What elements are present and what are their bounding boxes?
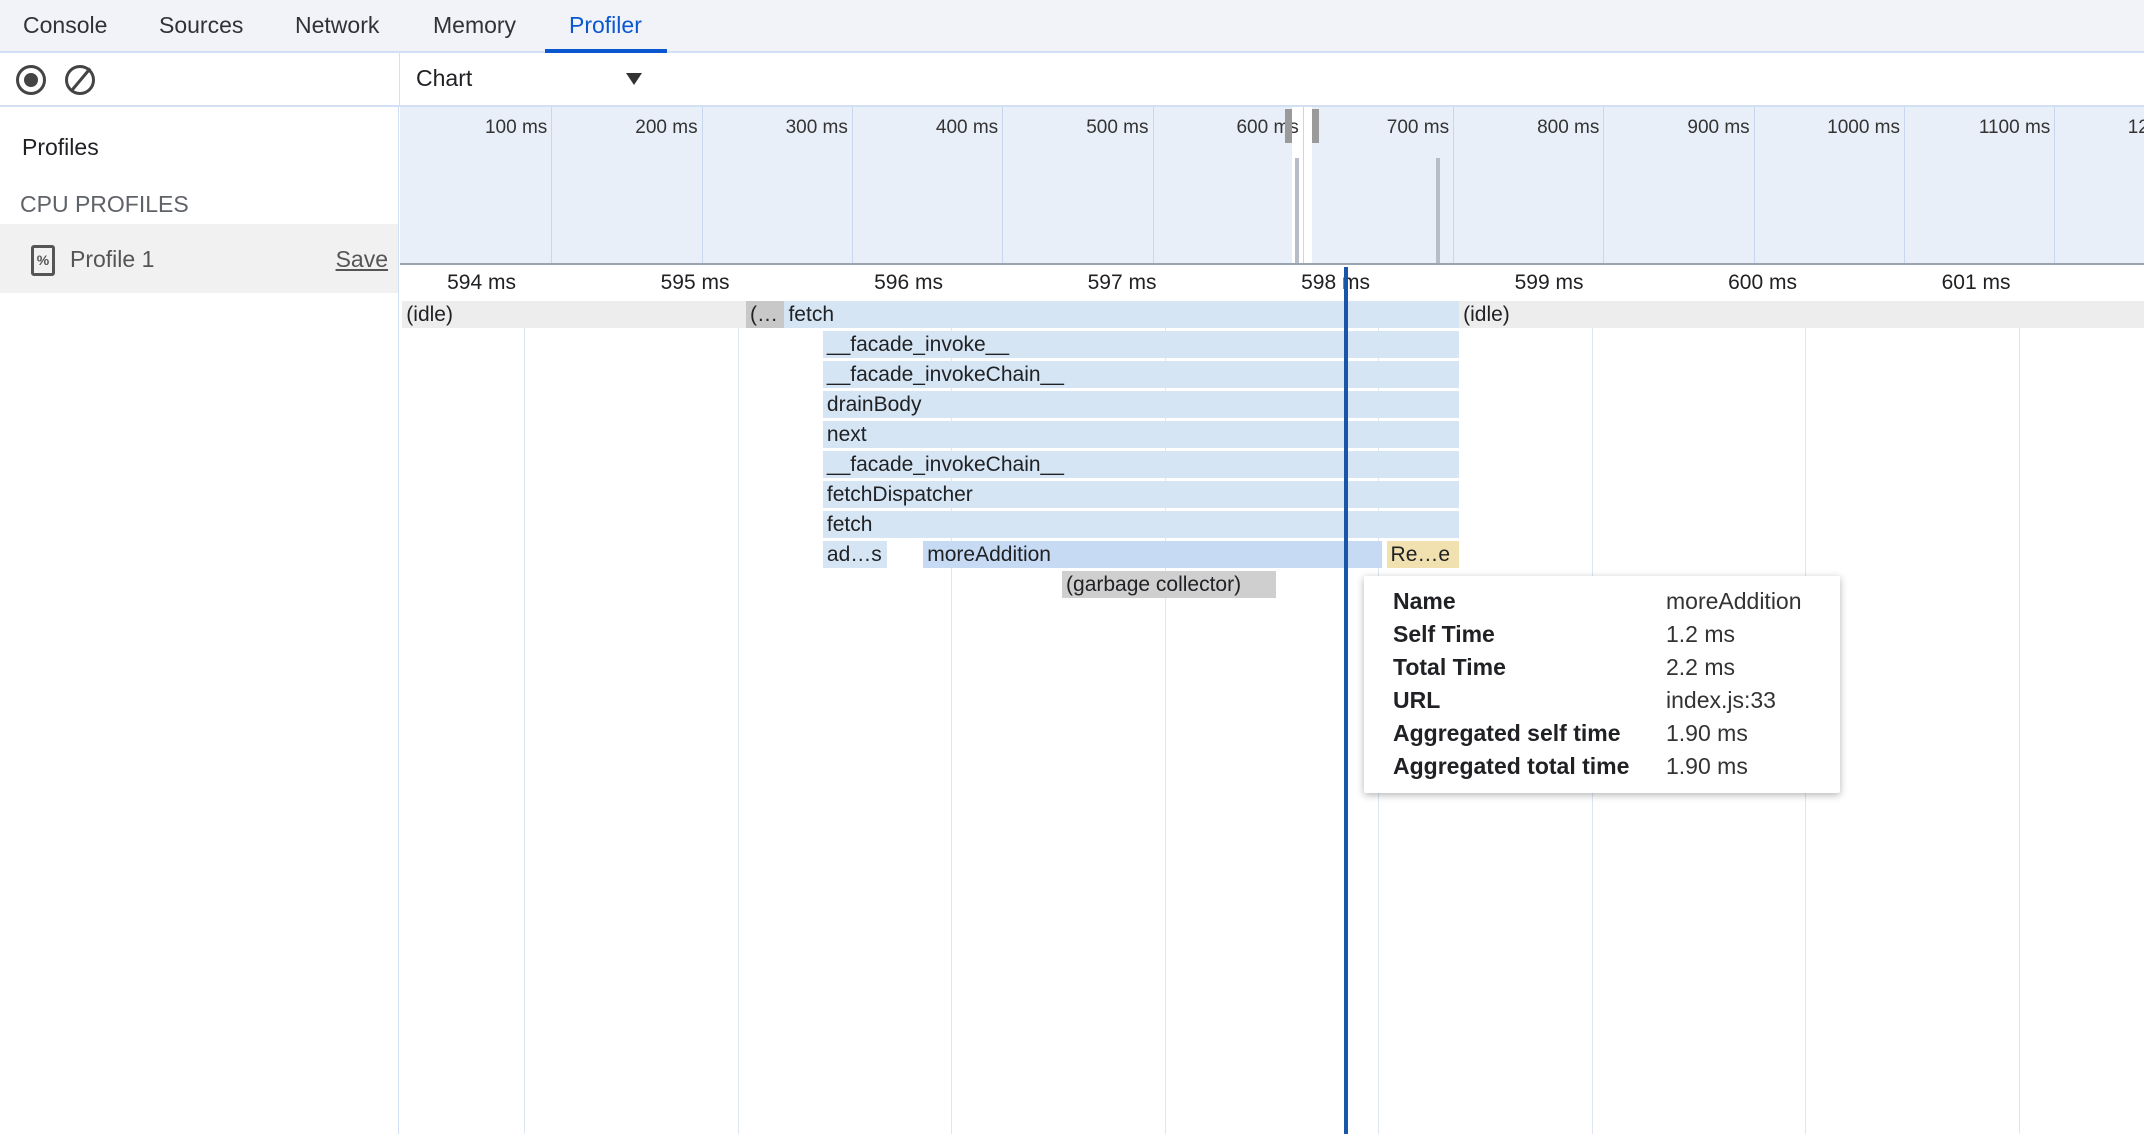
selection-left-handle[interactable] xyxy=(1285,109,1293,143)
overview-gridline xyxy=(1753,107,1755,263)
tooltip-key: URL xyxy=(1393,687,1441,713)
dropdown-arrow-icon xyxy=(626,73,642,85)
time-cursor-line xyxy=(1343,267,1348,1134)
flame-block[interactable]: ad…s xyxy=(822,541,887,568)
tooltip-value: index.js:33 xyxy=(1666,687,1776,713)
overview-gridline xyxy=(1453,107,1455,263)
cpu-profile-file-icon: % xyxy=(31,245,55,276)
record-icon[interactable] xyxy=(16,65,46,95)
cpu-activity-spike xyxy=(1294,158,1299,263)
tooltip-row: Aggregated total time 1.90 ms xyxy=(1393,753,1748,780)
overview-tick-label: 800 ms xyxy=(1537,117,1600,138)
tab-profiler[interactable]: Profiler xyxy=(569,12,642,38)
flame-block[interactable]: next xyxy=(822,421,1460,448)
clear-icon[interactable] xyxy=(65,65,95,95)
flame-block[interactable]: (idle) xyxy=(402,301,747,328)
flame-block[interactable]: moreAddition xyxy=(923,541,1383,568)
ruler-tick-label: 596 ms xyxy=(874,271,943,294)
tab-network[interactable]: Network xyxy=(295,12,380,38)
tooltip-row: Aggregated self time 1.90 ms xyxy=(1393,720,1748,747)
tooltip-key: Self Time xyxy=(1393,621,1495,647)
tooltip-key: Name xyxy=(1393,588,1456,614)
flame-block[interactable]: fetch xyxy=(784,301,1460,328)
flame-gridline xyxy=(737,301,739,1134)
flame-chart[interactable]: (idle) (… fetch (idle) __facade_invoke__ __fa… xyxy=(400,301,2144,1134)
flame-block[interactable]: __facade_invokeChain__ xyxy=(822,361,1460,388)
panel-tab-bar: Console Sources Network Memory Profiler xyxy=(0,0,2144,53)
call-details-tooltip: Name moreAddition Self Time 1.2 ms Total Tim… xyxy=(1364,576,1840,793)
flame-block[interactable]: drainBody xyxy=(822,391,1460,418)
flame-gridline xyxy=(1164,301,1166,1134)
overview-gridline xyxy=(551,107,553,263)
flame-block[interactable]: (… xyxy=(746,301,785,328)
tooltip-row: Total Time 2.2 ms xyxy=(1393,654,1735,681)
ruler-tick-label: 597 ms xyxy=(1087,271,1157,294)
ruler-tick-label: 598 ms xyxy=(1301,271,1370,294)
flame-block[interactable]: __facade_invokeChain__ xyxy=(822,451,1460,478)
flame-gridline xyxy=(951,301,952,1134)
overview-tick-label: 1000 ms xyxy=(1827,117,1900,138)
tooltip-value: 1.2 ms xyxy=(1666,621,1736,647)
ruler-tick-label: 601 ms xyxy=(1941,271,2011,294)
profiles-heading: Profiles xyxy=(22,134,99,160)
overview-tick-label: 1200 ms xyxy=(2127,117,2144,138)
overview-tick-label: 300 ms xyxy=(785,117,848,138)
cpu-profiles-section: CPU PROFILES xyxy=(20,191,189,217)
flame-block[interactable]: (garbage collector) xyxy=(1062,571,1276,598)
divider xyxy=(399,53,400,107)
overview-tick-label: 400 ms xyxy=(935,117,999,138)
timeline-overview[interactable]: 100 ms 200 ms 300 ms 400 ms 500 ms 600 ms 700 … xyxy=(400,107,2144,265)
tooltip-key: Aggregated total time xyxy=(1393,753,1630,779)
profiles-sidebar: Profiles CPU PROFILES % Profile 1 Save xyxy=(0,107,399,1134)
ruler-tick-label: 600 ms xyxy=(1728,271,1797,294)
flame-gridline xyxy=(524,301,525,1134)
tooltip-row: URL index.js:33 xyxy=(1393,687,1776,714)
overview-tick-label: 1100 ms xyxy=(1978,117,2051,138)
profiler-toolbar: Chart xyxy=(0,53,2144,107)
overview-gridline xyxy=(1302,107,1304,263)
tooltip-value: 2.2 ms xyxy=(1666,654,1736,680)
flame-gridline xyxy=(2018,301,2020,1134)
flame-block[interactable]: fetch xyxy=(822,511,1460,538)
active-tab-indicator xyxy=(545,49,667,53)
tooltip-value: moreAddition xyxy=(1666,588,1802,614)
overview-tick-label: 500 ms xyxy=(1086,117,1149,138)
overview-gridline xyxy=(2054,107,2056,263)
profile-item[interactable]: % Profile 1 Save xyxy=(0,224,398,293)
ruler-tick-label: 594 ms xyxy=(447,271,516,294)
overview-gridline xyxy=(1152,107,1154,263)
tooltip-key: Total Time xyxy=(1393,654,1506,680)
overview-gridline xyxy=(851,107,853,263)
overview-tick-label: 700 ms xyxy=(1386,117,1450,138)
flame-block[interactable]: __facade_invoke__ xyxy=(822,331,1460,358)
tab-memory[interactable]: Memory xyxy=(433,12,517,38)
cpu-activity-spike xyxy=(1436,158,1441,263)
overview-gridline xyxy=(1904,107,1905,263)
flame-block[interactable]: fetchDispatcher xyxy=(822,481,1460,508)
view-mode-value: Chart xyxy=(416,65,473,91)
overview-tick-label: 900 ms xyxy=(1687,117,1750,138)
flame-block[interactable]: Re…e xyxy=(1386,541,1460,568)
time-ruler: 594 ms 595 ms 596 ms 597 ms 598 ms 599 ms 600 … xyxy=(400,265,2144,301)
flame-block[interactable]: (idle) xyxy=(1459,301,2144,328)
overview-tick-label: 100 ms xyxy=(484,117,548,138)
tooltip-row: Name moreAddition xyxy=(1393,588,1802,615)
overview-gridline xyxy=(701,107,703,263)
ruler-tick-label: 595 ms xyxy=(660,271,730,294)
tooltip-row: Self Time 1.2 ms xyxy=(1393,621,1735,648)
save-profile-link[interactable]: Save xyxy=(335,246,388,272)
tab-sources[interactable]: Sources xyxy=(159,12,244,38)
tooltip-value: 1.90 ms xyxy=(1666,753,1748,779)
tooltip-value: 1.90 ms xyxy=(1666,720,1748,746)
profile-name: Profile 1 xyxy=(70,246,155,272)
tooltip-key: Aggregated self time xyxy=(1393,720,1621,746)
tab-console[interactable]: Console xyxy=(23,12,108,38)
selection-right-handle[interactable] xyxy=(1311,109,1319,143)
overview-tick-label: 600 ms xyxy=(1236,117,1299,138)
overview-tick-label: 200 ms xyxy=(635,117,698,138)
ruler-tick-label: 599 ms xyxy=(1514,271,1584,294)
overview-gridline xyxy=(1002,107,1004,263)
overview-gridline xyxy=(1603,107,1605,263)
view-mode-select[interactable]: Chart xyxy=(416,65,646,95)
